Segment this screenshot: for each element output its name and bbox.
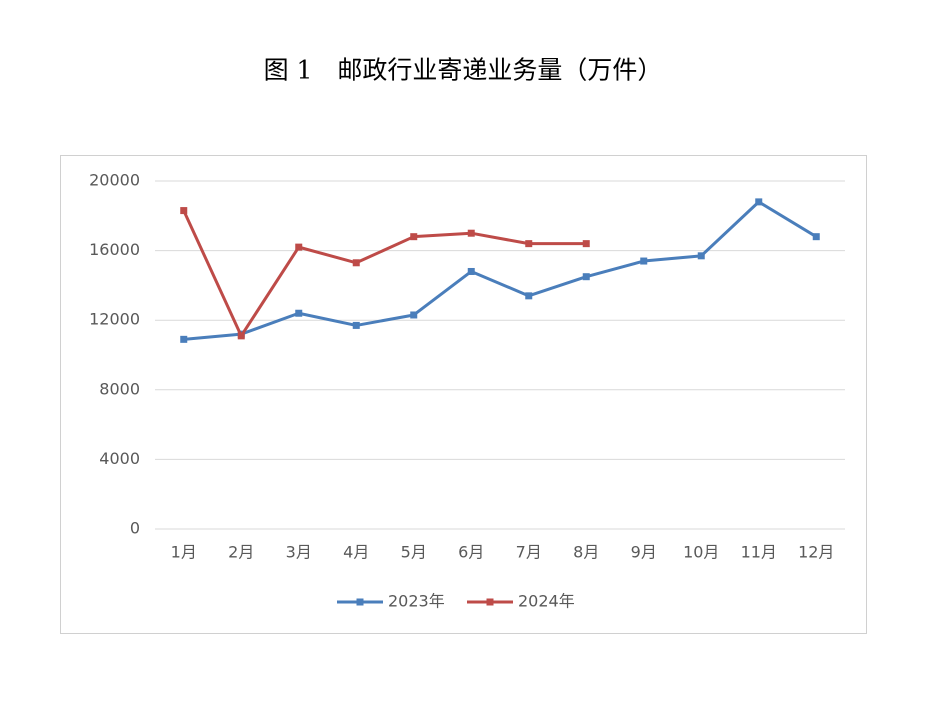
y-tick-label: 12000 bbox=[89, 310, 140, 329]
chart-title: 图 1 邮政行业寄递业务量（万件） bbox=[264, 56, 663, 85]
data-point bbox=[582, 240, 590, 248]
legend-marker bbox=[356, 598, 364, 606]
data-point bbox=[410, 233, 418, 241]
legend-label: 2024年 bbox=[518, 592, 575, 611]
data-point bbox=[467, 229, 475, 237]
series-line bbox=[182, 209, 587, 338]
x-tick-label: 5月 bbox=[401, 543, 427, 562]
data-point bbox=[755, 198, 763, 206]
x-tick-label: 8月 bbox=[573, 543, 599, 562]
x-tick-label: 3月 bbox=[286, 543, 312, 562]
data-point bbox=[525, 240, 533, 248]
data-point bbox=[237, 332, 245, 340]
data-point bbox=[180, 335, 188, 343]
legend-marker bbox=[486, 598, 494, 606]
x-tick-label: 4月 bbox=[343, 543, 369, 562]
data-point bbox=[697, 252, 705, 260]
series-line bbox=[183, 200, 818, 341]
x-tick-label: 10月 bbox=[683, 543, 719, 562]
y-tick-label: 16000 bbox=[89, 240, 140, 259]
x-tick-label: 6月 bbox=[458, 543, 484, 562]
y-tick-label: 20000 bbox=[89, 171, 140, 190]
data-point bbox=[525, 292, 533, 300]
chart-frame bbox=[60, 155, 867, 634]
data-point bbox=[467, 267, 475, 275]
data-point bbox=[180, 207, 188, 215]
legend-label: 2023年 bbox=[388, 592, 445, 611]
data-point bbox=[295, 243, 303, 251]
x-tick-label: 9月 bbox=[631, 543, 657, 562]
x-tick-label: 11月 bbox=[741, 543, 777, 562]
data-point bbox=[410, 311, 418, 319]
y-tick-label: 0 bbox=[130, 519, 140, 538]
data-point bbox=[582, 273, 590, 281]
data-point bbox=[352, 259, 360, 267]
data-point bbox=[352, 321, 360, 329]
y-tick-label: 4000 bbox=[99, 449, 140, 468]
y-tick-label: 8000 bbox=[99, 379, 140, 398]
x-tick-label: 1月 bbox=[171, 543, 197, 562]
data-point bbox=[812, 233, 820, 241]
data-point bbox=[640, 257, 648, 265]
x-tick-label: 12月 bbox=[798, 543, 834, 562]
x-tick-label: 2月 bbox=[228, 543, 254, 562]
data-point bbox=[295, 309, 303, 317]
x-tick-label: 7月 bbox=[516, 543, 542, 562]
